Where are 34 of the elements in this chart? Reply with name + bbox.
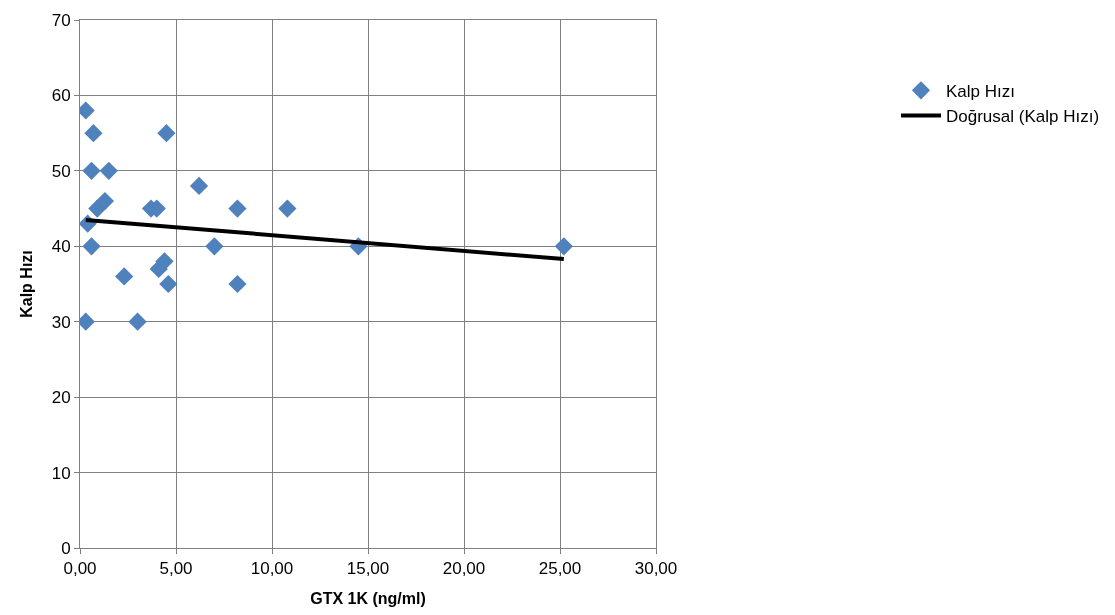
point [84,124,103,143]
point [99,161,118,180]
y-tick-label: 30 [51,312,71,332]
y-axis-title: Kalp Hızı [17,250,35,318]
point [228,274,247,294]
point [82,237,101,256]
y-tick-label: 20 [51,388,71,408]
point [554,237,573,256]
y-tick-label: 0 [61,538,71,558]
y-tick-label: 50 [51,161,71,181]
point [205,237,224,256]
legend-label: Kalp Hızı [946,81,1015,101]
point [128,312,147,331]
point [159,274,178,294]
y-tick-label: 60 [51,86,71,106]
y-tick-label: 40 [51,237,71,257]
point [157,124,176,143]
point [115,267,134,286]
point [95,191,115,211]
y-tick-label: 70 [51,10,71,30]
y-tick-label: 10 [51,463,71,483]
x-tick-label: 5,00 [159,559,193,579]
x-tick-label: 0,00 [63,559,97,579]
x-axis-title: GTX 1K (ng/ml) [310,590,426,608]
point [82,161,101,180]
legend-label: Doğrusal (Kalp Hızı) [946,107,1100,127]
x-tick-label: 10,00 [250,559,294,579]
point [189,176,209,196]
x-tick-label: 15,00 [346,559,390,579]
x-tick-label: 30,00 [634,559,678,579]
point [228,199,247,218]
point [278,199,297,218]
x-tick-label: 25,00 [538,559,582,579]
x-tick-label: 20,00 [442,559,486,579]
